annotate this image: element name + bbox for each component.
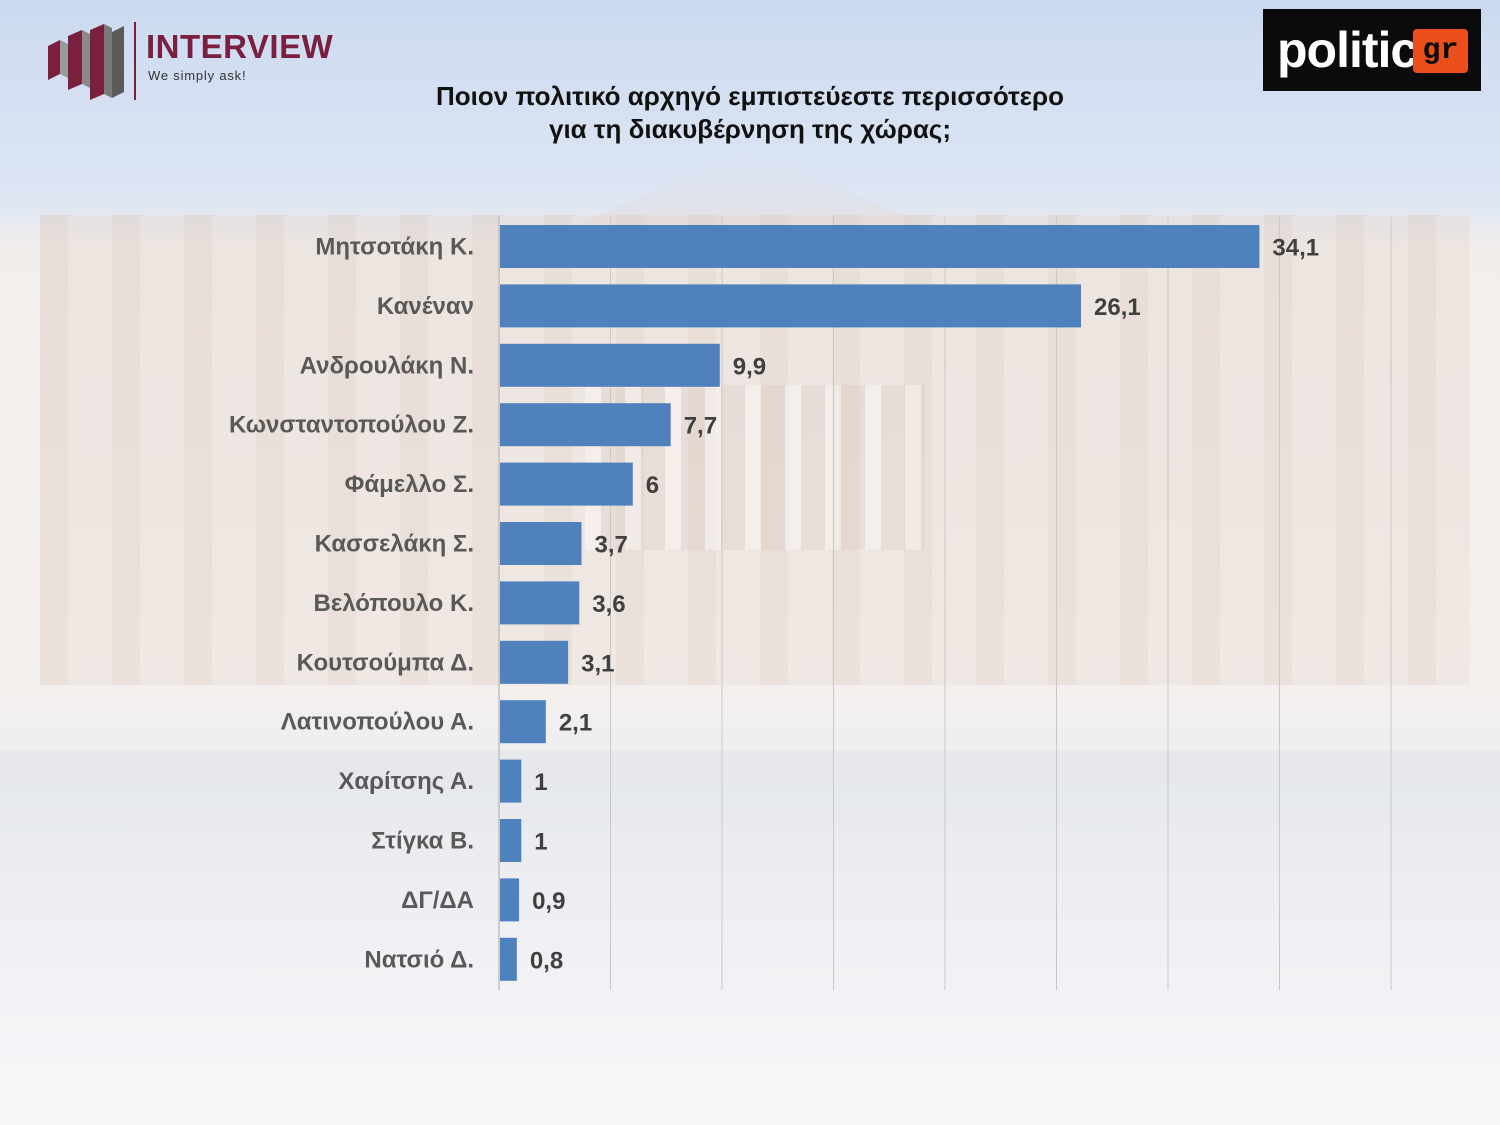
plaza-area: [0, 750, 1500, 1125]
bar: [500, 878, 520, 922]
bar: [500, 343, 720, 387]
category-label: Κασσελάκη Σ.: [315, 531, 474, 558]
value-label: 6: [646, 472, 659, 499]
value-label: 0,9: [532, 888, 565, 915]
politic-logo-gr-badge: gr: [1413, 29, 1468, 73]
value-label: 3,1: [581, 650, 614, 677]
politic-logo-text: politic: [1277, 22, 1418, 78]
interview-bars-icon: [48, 24, 124, 100]
politic-gr-logo: politic gr: [1263, 9, 1481, 91]
interview-tagline: We simply ask!: [148, 68, 247, 83]
category-label: Βελόπουλο Κ.: [314, 590, 475, 617]
value-label: 0,8: [530, 947, 563, 974]
category-label: Κωνσταντοπούλου Ζ.: [229, 412, 474, 439]
category-label: Κανέναν: [377, 293, 474, 320]
value-label: 2,1: [559, 710, 592, 737]
bar: [500, 759, 522, 803]
category-label: Μητσοτάκη Κ.: [315, 234, 474, 261]
bar: [500, 640, 569, 684]
chart-title: Ποιον πολιτικό αρχηγό εμπιστεύεστε περισ…: [300, 80, 1200, 146]
bar: [500, 819, 522, 862]
chart-title-line-1: Ποιον πολιτικό αρχηγό εμπιστεύεστε περισ…: [436, 81, 1064, 111]
interview-logo: INTERVIEW We simply ask!: [46, 18, 376, 100]
value-label: 26,1: [1094, 294, 1141, 321]
interview-logo-text: INTERVIEW: [146, 28, 334, 65]
chart-value-labels: 34,1 26,1 9,9 7,7 6 3,7 3,6 3,1 2,1 1 1 0,9 0,8: [530, 235, 1319, 975]
interview-logo-divider: [134, 22, 136, 100]
value-label: 7,7: [684, 413, 717, 440]
category-label: Στίγκα Β.: [371, 828, 474, 855]
value-label: 3,7: [595, 532, 628, 559]
value-label: 9,9: [733, 353, 766, 380]
category-label: Κουτσούμπα Δ.: [297, 649, 474, 676]
bar: [500, 937, 517, 981]
bar: [500, 462, 633, 506]
chart-title-line-2: για τη διακυβέρνηση της χώρας;: [549, 114, 951, 144]
category-label: ΔΓ/ΔΑ: [401, 887, 474, 914]
bar: [500, 403, 671, 447]
chart-gridlines: [498, 217, 1392, 990]
bar: [500, 581, 580, 625]
bar: [500, 225, 1260, 268]
bar: [500, 284, 1082, 328]
category-label: Ανδρουλάκη Ν.: [300, 352, 474, 379]
chart-category-labels: Μητσοτάκη Κ. Κανέναν Ανδρουλάκη Ν. Κωνσταντ…: [229, 234, 474, 974]
value-label: 3,6: [592, 591, 625, 618]
category-label: Φάμελλο Σ.: [345, 471, 474, 498]
value-label: 34,1: [1272, 235, 1319, 262]
chart-bars: [500, 225, 1260, 981]
value-label: 1: [534, 769, 547, 796]
category-label: Νατσιό Δ.: [364, 946, 474, 973]
category-label: Χαρίτσης Α.: [338, 768, 474, 795]
bar: [500, 522, 582, 565]
bar: [500, 700, 546, 744]
category-label: Λατινοπούλου Α.: [281, 709, 474, 736]
value-label: 1: [534, 829, 547, 856]
